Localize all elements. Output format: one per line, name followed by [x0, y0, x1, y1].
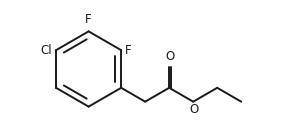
Text: F: F: [125, 44, 132, 57]
Text: O: O: [165, 50, 175, 63]
Text: F: F: [85, 13, 92, 26]
Text: O: O: [189, 103, 199, 116]
Text: Cl: Cl: [40, 44, 52, 57]
